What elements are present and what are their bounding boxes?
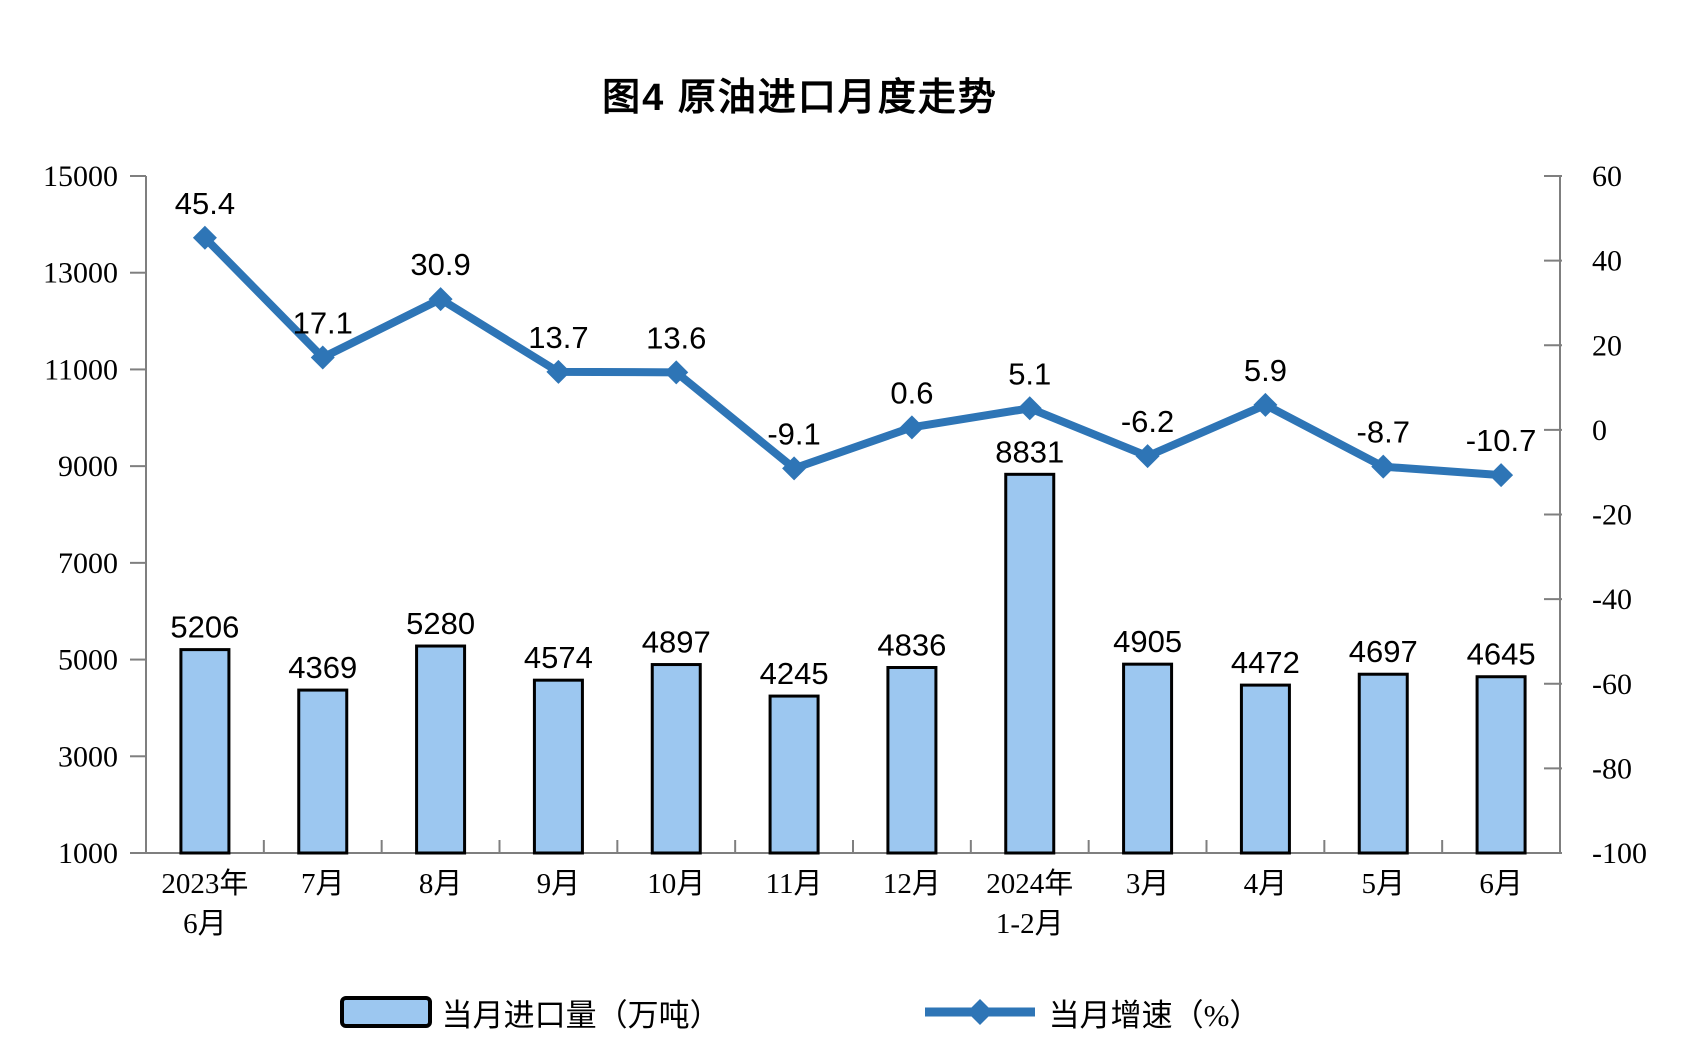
left-axis-tick-label: 9000 xyxy=(58,450,118,483)
left-axis-tick-label: 7000 xyxy=(58,547,118,580)
right-axis-tick-label: 40 xyxy=(1592,245,1622,278)
bar xyxy=(1122,662,1174,855)
chart-title: 图4 原油进口月度走势 xyxy=(602,77,998,119)
left-axis-tick-label: 1000 xyxy=(58,837,118,870)
line-value-label: 0.6 xyxy=(890,375,933,410)
left-axis-tick-label: 11000 xyxy=(44,353,118,386)
left-axis-tick-label: 5000 xyxy=(58,644,118,677)
legend-item-growth: 当月增速（%） xyxy=(921,990,1261,1035)
left-axis-tick-label: 3000 xyxy=(58,740,118,773)
chart-legend: 当月进口量（万吨） 当月增速（%） xyxy=(0,982,1600,1042)
line-marker-diamond xyxy=(428,287,453,312)
line-marker-diamond xyxy=(546,359,571,384)
line-value-label: 30.9 xyxy=(410,247,470,282)
right-axis-tick-label: 0 xyxy=(1592,414,1607,447)
x-axis-label: 12月 xyxy=(883,868,941,900)
bar-value-label: 5206 xyxy=(170,610,239,645)
line-marker-diamond xyxy=(1489,463,1514,488)
right-axis-tick-label: -100 xyxy=(1592,837,1647,870)
bar-value-label: 4836 xyxy=(877,628,946,663)
line-marker-diamond xyxy=(1371,454,1396,479)
bar xyxy=(297,688,349,855)
line-value-label: -6.2 xyxy=(1121,404,1174,439)
bar xyxy=(650,663,702,855)
x-axis-label: 7月 xyxy=(301,868,345,900)
left-axis-tick-label: 15000 xyxy=(43,160,118,193)
bar xyxy=(532,678,584,855)
line-value-label: -9.1 xyxy=(767,416,820,451)
line-marker-diamond xyxy=(899,415,924,440)
x-axis-label: 1-2月 xyxy=(996,908,1064,940)
bar-series-swatch-icon xyxy=(339,996,432,1028)
bar-value-label: 4697 xyxy=(1349,634,1418,669)
bar-value-label: 8831 xyxy=(995,434,1064,469)
bar-value-label: 4472 xyxy=(1231,645,1300,680)
bar xyxy=(1357,672,1409,855)
bar-value-label: 4245 xyxy=(760,656,829,691)
x-axis-label: 10月 xyxy=(647,868,705,900)
line-marker-diamond xyxy=(310,345,335,370)
bar-value-label: 4574 xyxy=(524,640,593,675)
line-marker-diamond xyxy=(1135,444,1160,469)
right-axis-tick-label: -40 xyxy=(1592,583,1632,616)
line-marker-diamond xyxy=(1017,396,1042,421)
growth-line xyxy=(200,233,1506,480)
right-axis-tick-label: -80 xyxy=(1592,752,1632,785)
x-axis-label: 2024年 xyxy=(986,867,1073,900)
x-axis-label: 9月 xyxy=(537,868,581,900)
line-value-label: 5.1 xyxy=(1008,356,1051,391)
right-axis-tick-label: -20 xyxy=(1592,499,1632,532)
right-axis-tick-label: 20 xyxy=(1592,329,1622,362)
bar xyxy=(1239,683,1291,855)
bar-value-label: 5280 xyxy=(406,606,475,641)
x-axis-label: 5月 xyxy=(1361,868,1405,900)
x-axis-label: 6月 xyxy=(183,908,227,940)
bar-value-label: 4645 xyxy=(1467,637,1536,672)
line-marker-diamond xyxy=(664,360,689,385)
legend-label-growth: 当月增速（%） xyxy=(1048,997,1261,1033)
bar xyxy=(886,666,938,855)
bar xyxy=(768,694,820,855)
bar-value-label: 4369 xyxy=(288,650,357,685)
left-axis-tick-label: 13000 xyxy=(43,257,118,290)
line-value-label: 5.9 xyxy=(1244,353,1287,388)
bar xyxy=(415,644,467,855)
line-value-label: 13.7 xyxy=(528,320,588,355)
x-axis-label: 3月 xyxy=(1126,868,1170,900)
x-axis-label: 8月 xyxy=(419,868,463,900)
bar xyxy=(1004,472,1056,855)
line-value-label: 45.4 xyxy=(175,186,235,221)
bar xyxy=(179,648,231,855)
legend-item-imports: 当月进口量（万吨） xyxy=(339,990,721,1035)
legend-label-imports: 当月进口量（万吨） xyxy=(441,997,721,1033)
x-axis-label: 11月 xyxy=(766,868,823,900)
x-axis-label: 2023年 xyxy=(161,867,248,900)
bar-value-label: 4897 xyxy=(642,625,711,660)
bar xyxy=(1475,675,1527,855)
x-axis-label: 4月 xyxy=(1244,868,1288,900)
line-series-swatch-icon xyxy=(924,999,1035,1025)
line-value-label: -10.7 xyxy=(1466,423,1537,458)
line-marker-diamond xyxy=(782,456,807,481)
x-axis-label: 6月 xyxy=(1479,868,1523,900)
right-axis-tick-label: 60 xyxy=(1592,160,1622,193)
line-value-label: -8.7 xyxy=(1357,415,1410,450)
line-value-label: 13.6 xyxy=(646,320,706,355)
bar-value-label: 4905 xyxy=(1113,624,1182,659)
line-marker-diamond xyxy=(1253,392,1278,417)
line-marker-diamond xyxy=(192,225,217,250)
right-axis-tick-label: -60 xyxy=(1592,668,1632,701)
line-value-label: 17.1 xyxy=(293,306,353,341)
